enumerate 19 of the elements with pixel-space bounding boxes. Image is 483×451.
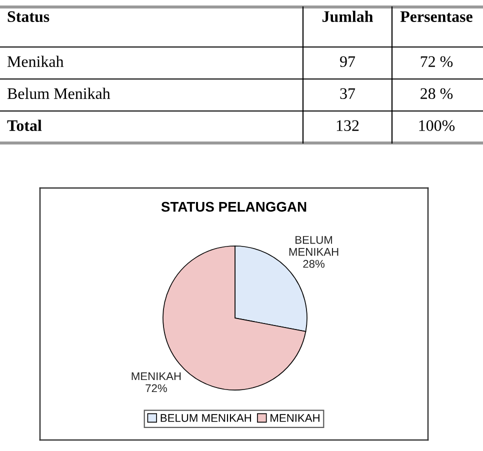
data-label: 72 % <box>420 56 453 68</box>
category-label: Belum Menikah <box>7 88 110 99</box>
data-label: 28% <box>303 260 324 268</box>
data-label: 72% <box>146 384 167 392</box>
data-label: 37 <box>340 88 356 99</box>
chart-title: STATUS PELANGGAN <box>161 202 306 212</box>
text: Jumlah <box>322 10 373 22</box>
data-label: 97 <box>340 56 356 67</box>
category-label: Menikah <box>7 56 64 67</box>
legend-label: MENIKAH <box>270 414 320 422</box>
text: Status <box>8 11 50 22</box>
slice-label: BELUM MENIKAH <box>289 236 338 256</box>
data-label: 132 <box>336 120 359 131</box>
legend-label: BELUM MENIKAH <box>160 414 251 422</box>
text: Persentase <box>400 11 472 22</box>
slice-label: MENIKAH <box>132 372 181 380</box>
data-label: 100% <box>419 120 455 132</box>
category-label: Total <box>7 120 42 131</box>
data-label: 28 % <box>420 88 453 100</box>
